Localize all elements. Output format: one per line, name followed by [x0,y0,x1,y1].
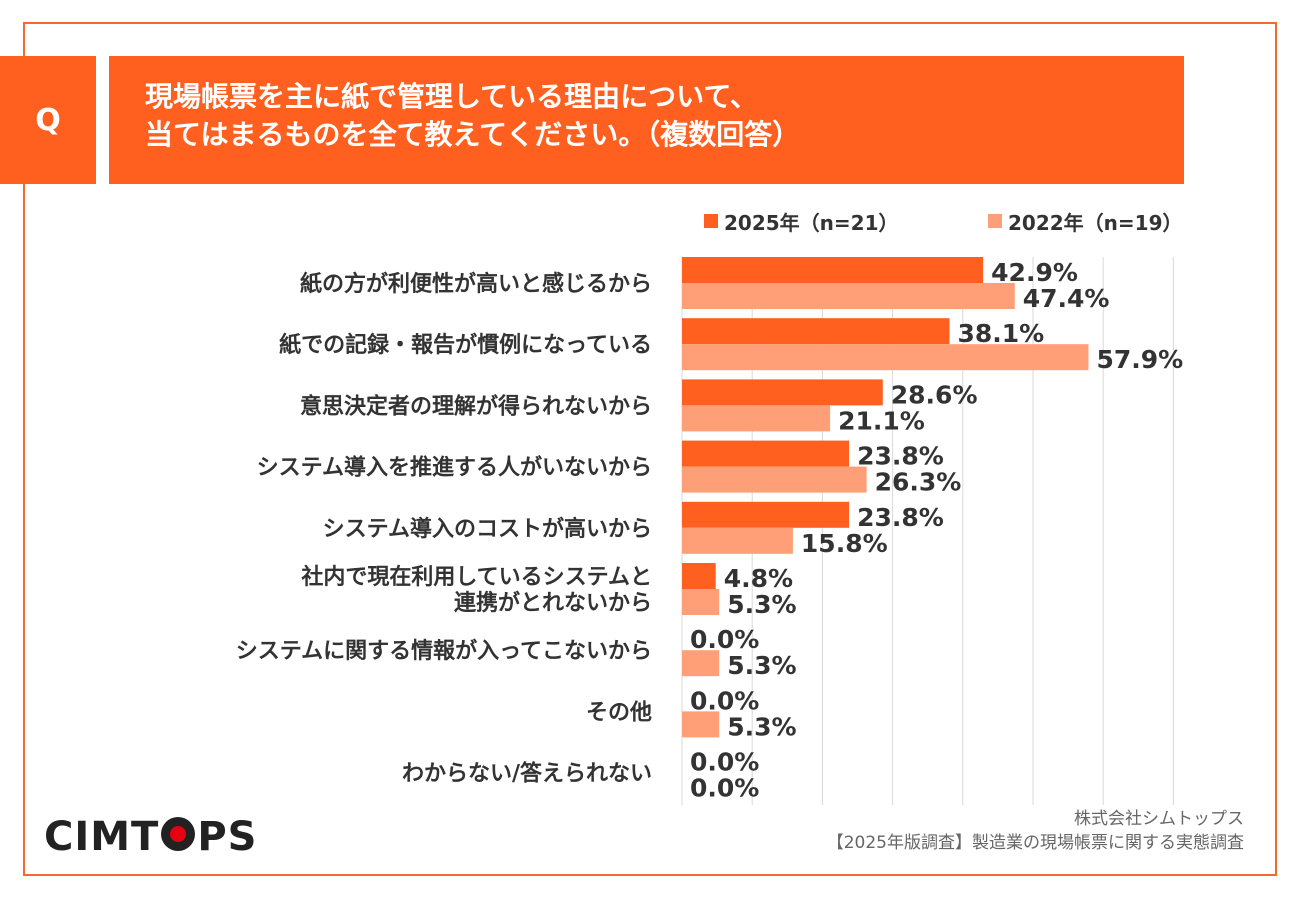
bar-2022 [682,283,1015,309]
page-title-line-2: 当てはまるものを全て教えてください。（複数回答） [145,118,801,151]
bar-2025 [682,440,850,467]
category-label-line: 意思決定者の理解が得られないから [300,393,652,419]
bar-2022 [682,405,831,432]
legend-swatch-2025 [704,214,718,228]
legend-item-2025: 2025年（n=21） [704,206,899,236]
bar-2022 [682,589,720,615]
bar-2025 [682,501,850,528]
category-label-line: システム導入のコストが高いから [323,516,652,542]
category-label: 社内で現在利用しているシステムと連携がとれないから [301,564,652,616]
category-label: システムに関する情報が入ってこないから [236,638,652,664]
company-logo: CIMT PS [44,812,257,862]
data-label: 0.0% [690,748,759,777]
category-label-line: 紙での記録・報告が慣例になっている [279,332,652,358]
data-label: 28.6% [891,380,978,409]
legend-item-2022: 2022年（n=19） [988,206,1183,236]
category-label-line: その他 [586,700,652,725]
data-label: 23.8% [857,503,944,532]
title-banner: 現場帳票を主に紙で管理している理由について、 当てはまるものを全て教えてください… [109,56,1184,184]
data-label: 23.8% [857,442,944,471]
logo-text-left: CIMT [44,814,160,860]
data-label: 21.1% [838,406,925,435]
data-label: 57.9% [1096,345,1183,374]
data-label: 5.3% [727,712,796,741]
category-label-line: システム導入を推進する人がいないから [257,455,652,481]
category-label: システム導入を推進する人がいないから [257,455,652,481]
category-label: 紙での記録・報告が慣例になっている [279,332,652,358]
bar-2022 [682,466,867,493]
bar-2025 [682,379,883,406]
footer-source: 【2025年版調査】製造業の現場帳票に関する実態調査 [826,833,1244,853]
data-label: 4.8% [724,564,793,593]
data-label: 0.0% [690,686,759,715]
bar-2025 [682,318,950,345]
data-label: 0.0% [690,774,759,803]
data-label: 38.1% [957,319,1044,348]
category-label-line: 社内で現在利用しているシステムと [301,564,652,590]
category-label: 意思決定者の理解が得られないから [300,393,652,419]
data-label: 15.8% [801,529,888,558]
category-label-line: 紙の方が利便性が高いと感じるから [300,271,652,297]
category-label: 紙の方が利便性が高いと感じるから [300,271,652,297]
bar-2022 [682,344,1089,371]
legend-label-2022: 2022年（n=19） [1008,210,1183,235]
chart-frame [23,22,1277,876]
category-label: わからない/答えられない [402,761,652,787]
category-label-line: 連携がとれないから [454,590,652,616]
logo-text-right: PS [197,814,258,860]
bar-2025 [682,257,984,283]
bar-2025 [682,563,716,589]
data-label: 42.9% [991,258,1078,287]
bar-2022 [682,650,720,677]
question-marker: Q [0,56,96,184]
data-label: 5.3% [727,651,796,680]
data-label: 26.3% [875,468,962,497]
data-label: 0.0% [690,625,759,654]
data-label: 5.3% [727,590,796,619]
bar-2022 [682,527,793,554]
category-label-line: わからない/答えられない [402,761,652,787]
legend-label-2025: 2025年（n=21） [724,210,899,235]
bar-2022 [682,711,720,738]
footer-company: 株式会社シムトップス [1074,809,1244,829]
page-title-line-1: 現場帳票を主に紙で管理している理由について、 [145,80,758,113]
category-label: システム導入のコストが高いから [323,516,652,542]
logo-o-mark [161,817,196,851]
category-label-line: システムに関する情報が入ってこないから [236,638,652,664]
data-label: 47.4% [1023,284,1110,313]
legend-swatch-2022 [988,214,1002,228]
category-label: その他 [586,700,652,725]
